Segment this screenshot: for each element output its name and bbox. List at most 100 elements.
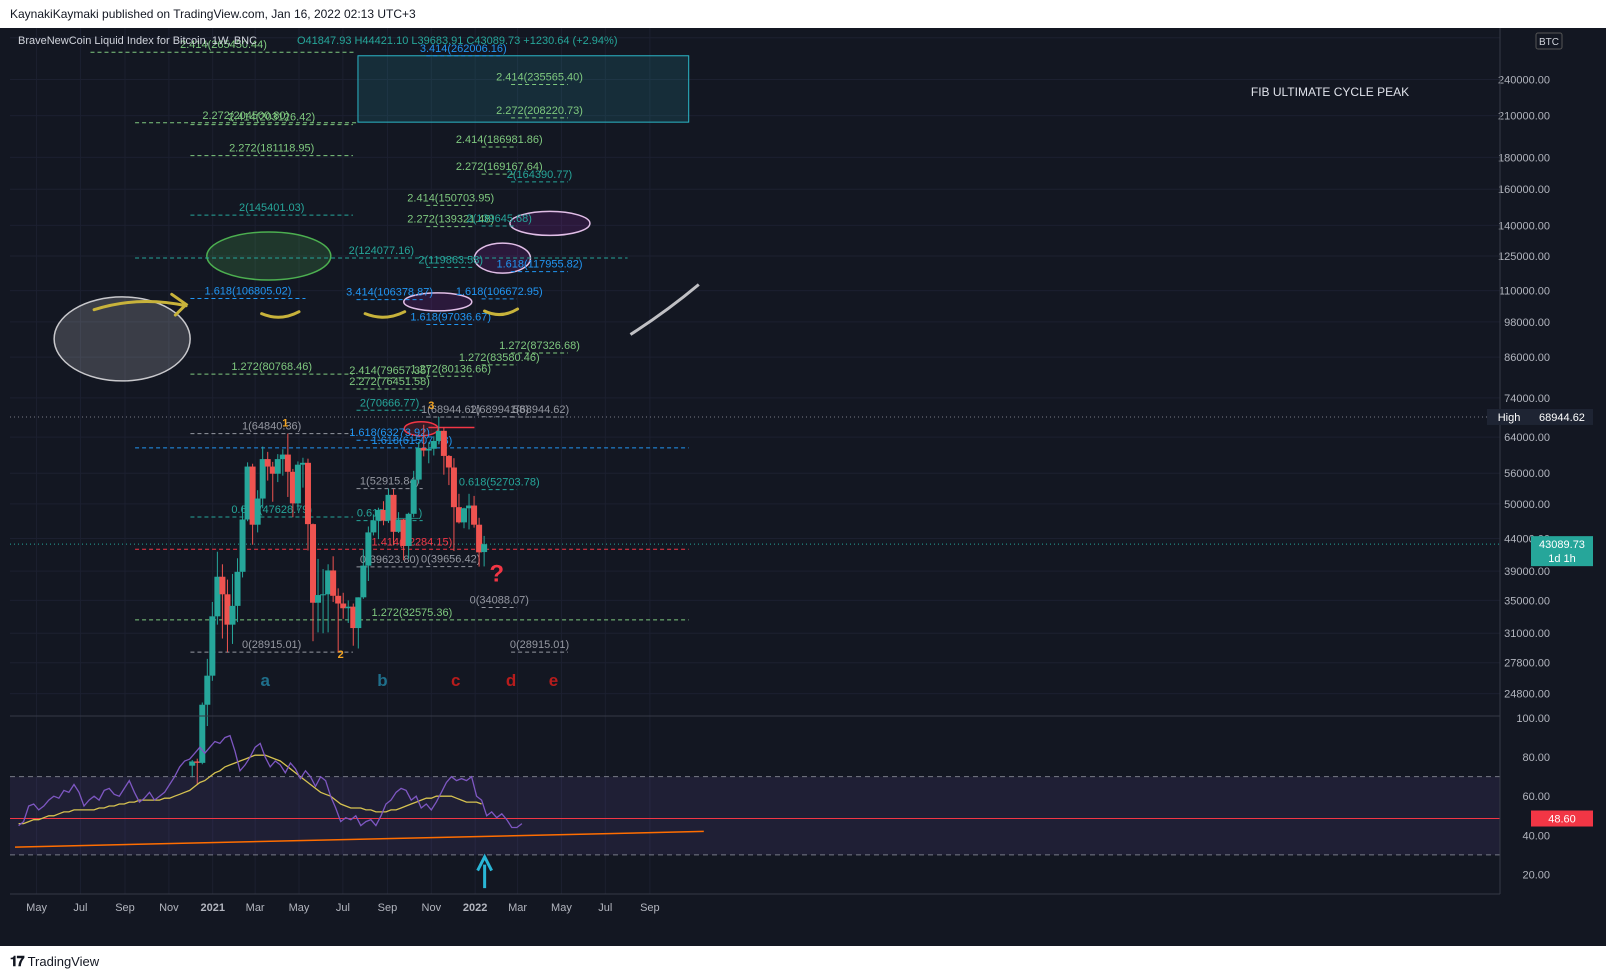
time-tick-label: Jul <box>73 902 87 914</box>
legend-symbol: BraveNewCoin Liquid Index for Bitcoin, 1… <box>18 35 257 47</box>
candle-body <box>320 594 327 596</box>
time-tick-label: May <box>289 902 310 914</box>
wave-label: d <box>506 671 516 690</box>
price-tick-label: 35000.00 <box>1504 595 1550 607</box>
fib-level-label: 2(139645.68) <box>467 213 532 225</box>
candle-body <box>445 455 452 468</box>
candle-body <box>289 471 296 504</box>
time-tick-label: Nov <box>159 902 179 914</box>
yellow-underline <box>483 307 520 317</box>
price-tick-label: 125000.00 <box>1498 251 1550 263</box>
publish-info: KaynakiKaymaki published on TradingView.… <box>10 7 416 21</box>
candle-body <box>420 447 427 451</box>
fib-level-label: 0.618(52703.78) <box>459 477 540 489</box>
candle-body <box>380 509 387 521</box>
yellow-underline <box>260 310 301 319</box>
fib-level-label: 2.272(204500.80) <box>202 110 289 122</box>
brand-name: TradingView <box>27 954 100 969</box>
ellipse-gray <box>53 296 191 382</box>
tradingview-logo-icon[interactable]: 𝟏𝟕 <box>10 953 25 969</box>
fib-level-label: 2.272(139321.48) <box>407 214 494 226</box>
price-tick-label: 56000.00 <box>1504 468 1550 480</box>
candle-body <box>249 466 256 525</box>
last-price-countdown: 1d 1h <box>1548 553 1576 565</box>
candle-body <box>350 606 357 629</box>
last-price-value: 43089.73 <box>1539 539 1585 551</box>
time-tick-label: 2022 <box>463 902 487 914</box>
candle-body <box>460 508 467 523</box>
fib-level-label: 1(64840.36) <box>242 421 301 433</box>
fib-level-label: 0(28915.01) <box>242 639 301 651</box>
currency-badge-label: BTC <box>1539 37 1559 48</box>
ellipse-red <box>403 421 439 437</box>
chart-background <box>0 28 1606 946</box>
fib-level-label: 1.414(42284.15) <box>372 536 453 548</box>
rsi-tick-label: 80.00 <box>1522 752 1550 764</box>
ellipse-purple <box>403 292 473 312</box>
fib-level-label: 2.414(203126.42) <box>228 112 315 124</box>
price-chart[interactable]: FIB ULTIMATE CYCLE PEAK 2.414(265450.44)… <box>0 28 1606 946</box>
candle-body <box>254 498 261 525</box>
price-tick-label: 39000.00 <box>1504 566 1550 578</box>
fib-level-label: 1.272(80768.46) <box>231 361 312 373</box>
candle-body <box>385 494 392 521</box>
fib-level-label: 2.414(79657.35) <box>349 365 430 377</box>
time-tick-label: Sep <box>378 902 398 914</box>
rsi-tick-label: 40.00 <box>1522 830 1550 842</box>
candle-body <box>400 519 407 546</box>
fib-cycle-peak-zone <box>357 55 690 123</box>
rsi-trendline <box>14 830 704 848</box>
fib-level-label: 0(39623.80) <box>360 554 419 566</box>
currency-badge[interactable] <box>1535 32 1563 50</box>
wave-label: b <box>377 671 387 690</box>
price-tick-label: 240000.00 <box>1498 74 1550 86</box>
time-tick-label: 2021 <box>200 902 224 914</box>
candle-body <box>455 507 462 523</box>
candle-body <box>410 479 417 514</box>
candle-body <box>259 459 266 499</box>
price-tick-label: 180000.00 <box>1498 152 1550 164</box>
rsi-tick-label: 60.00 <box>1522 791 1550 803</box>
wave-label: ? <box>489 561 504 588</box>
fib-level-label: 1.618(97036.67) <box>410 312 491 324</box>
gray-curve <box>629 283 700 336</box>
publish-header: KaynakiKaymaki published on TradingView.… <box>0 0 1606 28</box>
fib-level-label: 1(68994.58) <box>470 404 529 416</box>
candle-body <box>315 595 322 603</box>
rsi-line <box>18 734 523 829</box>
yellow-underline <box>363 310 407 319</box>
footer-bar: 𝟏𝟕 TradingView <box>0 946 1606 977</box>
candle-body <box>430 440 437 449</box>
candle-body <box>325 570 332 595</box>
candle-body <box>199 704 206 763</box>
fib-level-label: 1.272(80136.66) <box>410 363 491 375</box>
fib-level-label: 1.618(106672.95) <box>456 286 543 298</box>
candle-body <box>345 606 352 609</box>
candle-body <box>330 570 337 596</box>
fib-level-label: 2.272(181118.95) <box>229 143 314 155</box>
price-tick-label: 27800.00 <box>1504 658 1550 670</box>
rsi-tick-label: 100.00 <box>1516 713 1550 725</box>
candle-body <box>335 595 342 604</box>
candle-body <box>279 454 286 460</box>
candles <box>189 416 488 785</box>
candle-body <box>244 466 251 520</box>
candle-body <box>450 467 457 508</box>
drawings-back: FIB ULTIMATE CYCLE PEAK <box>53 55 1409 437</box>
fib-level-label: 2.414(235565.40) <box>496 72 583 84</box>
candle-body <box>355 597 362 629</box>
candle-body <box>481 544 488 553</box>
price-tick-label: 160000.00 <box>1498 184 1550 196</box>
candle-body <box>194 761 201 763</box>
legend-ohlc: O41847.93 H44421.10 L39683.91 C43089.73 … <box>297 35 618 47</box>
candle-body <box>299 462 306 465</box>
candle-body <box>269 466 276 474</box>
wave-label: e <box>549 671 558 690</box>
price-tick-label: 64000.00 <box>1504 432 1550 444</box>
fib-level-label: 2.414(150703.95) <box>407 192 494 204</box>
price-tick-label: 110000.00 <box>1499 286 1550 298</box>
fib-level-label: 3.414(262006.16) <box>420 43 507 55</box>
fib-levels: 2.414(265450.44) 2.272(204500.80) 2(124077… <box>10 39 1500 653</box>
fib-level-label: 2(145401.03) <box>239 202 304 214</box>
rsi-band <box>10 776 1500 855</box>
